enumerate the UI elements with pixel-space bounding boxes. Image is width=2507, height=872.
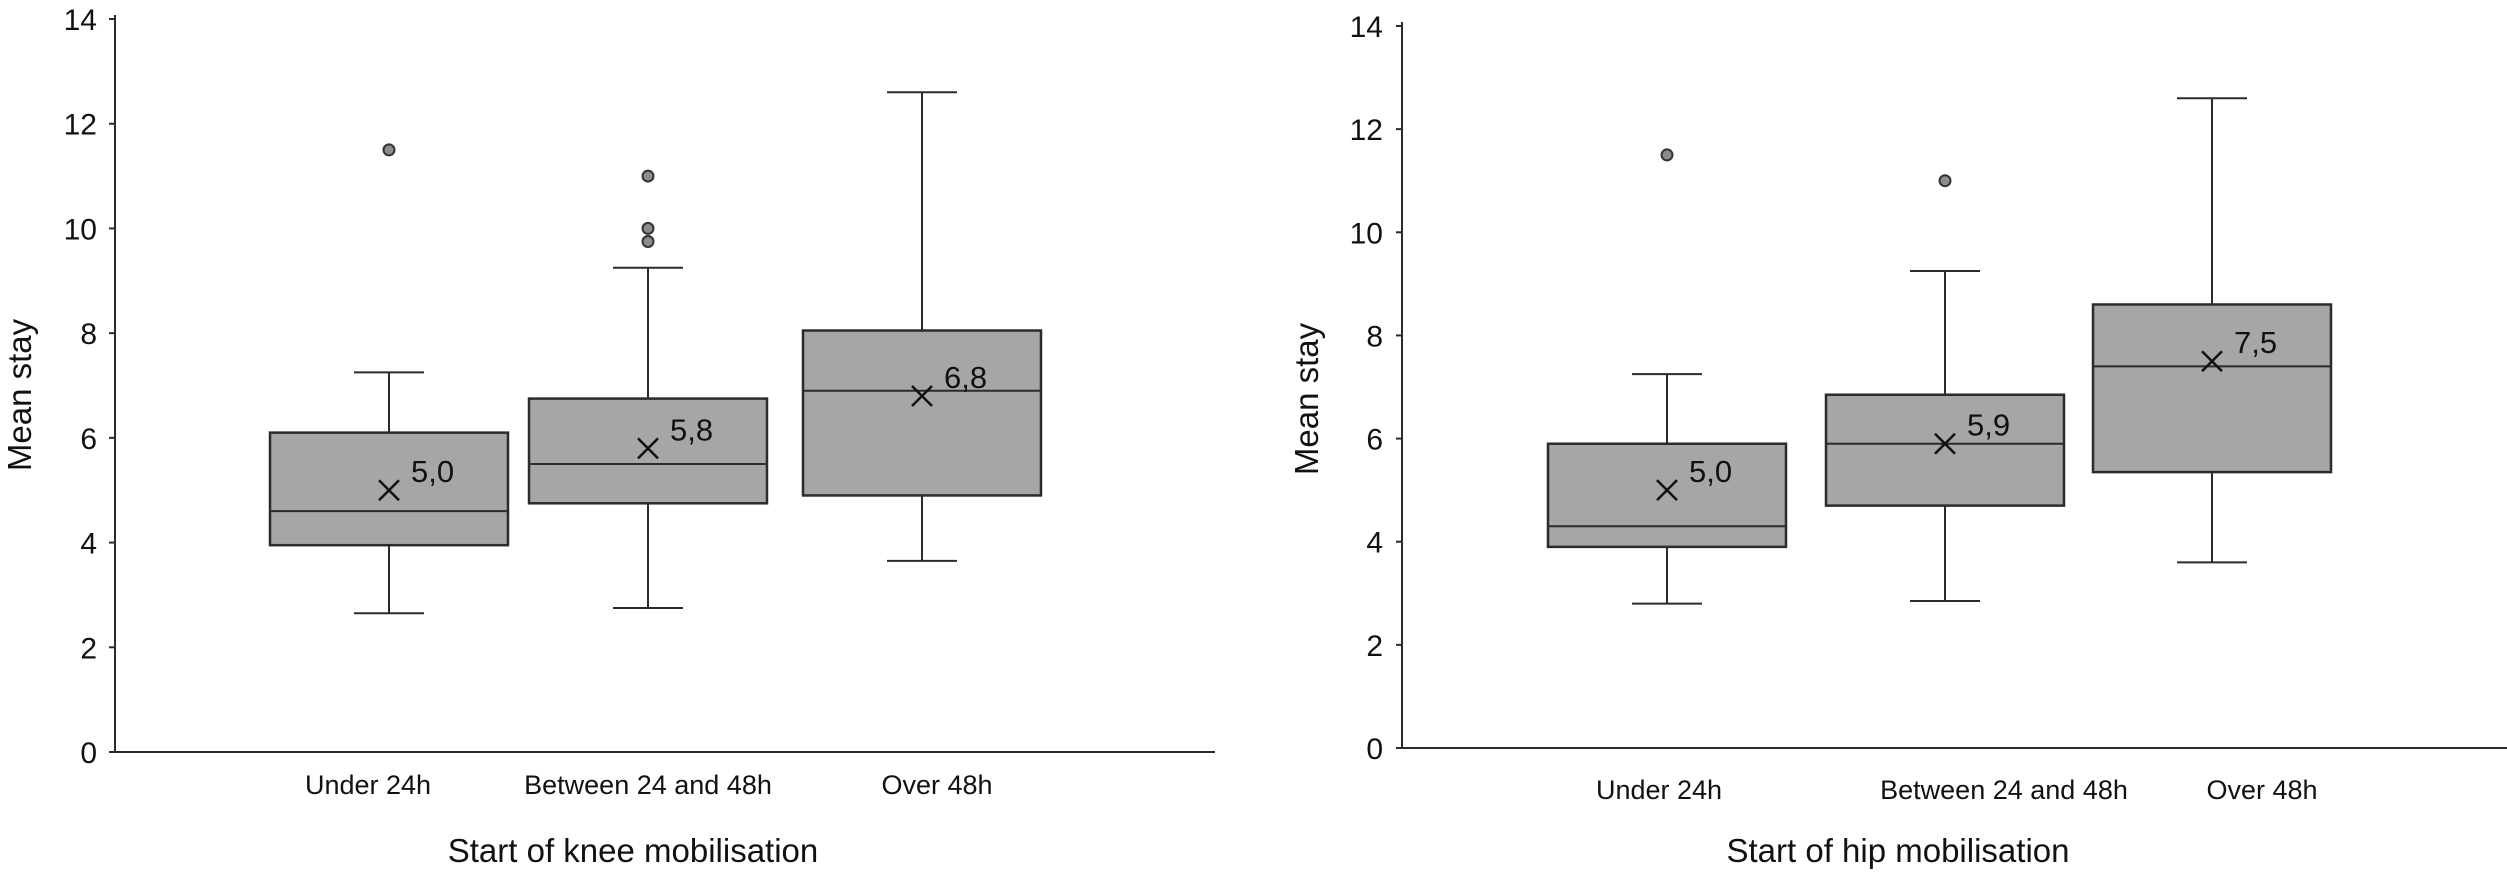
category-label: Over 48h: [2206, 775, 2317, 805]
y-tick-label: 4: [1366, 527, 1383, 560]
category-label: Between 24 and 48h: [1880, 775, 2128, 805]
x-axis-title: Start of knee mobilisation: [448, 832, 819, 869]
x-axis-title: Start of hip mobilisation: [1726, 832, 2069, 869]
mean-marker: [378, 479, 400, 502]
outlier-point: [641, 235, 655, 249]
box-group: 5,0: [268, 143, 510, 615]
y-tick-label: 12: [64, 109, 97, 142]
mean-marker: [1656, 479, 1678, 502]
iqr-box: [1546, 442, 1788, 549]
y-tick-label: 6: [80, 423, 97, 456]
outlier-point: [1660, 148, 1674, 162]
y-tick-label: 8: [80, 318, 97, 351]
chart-panel-2: 0 2 4 6 8 10 12 14 Start of hip mobilisation Mean…: [1288, 11, 2507, 869]
box-group: 7,5: [2091, 97, 2333, 564]
mean-label: 5,0: [1689, 454, 1732, 489]
y-tick-label: 12: [1350, 114, 1383, 147]
category-label: Between 24 and 48h: [524, 770, 772, 800]
y-tick-label: 10: [64, 213, 97, 246]
box-group: 5,0: [1546, 148, 1788, 605]
y-tick-label: 0: [1366, 733, 1383, 766]
outlier-point: [382, 143, 396, 157]
mean-marker: [637, 437, 659, 460]
y-axis-title: Mean stay: [1288, 322, 1325, 475]
category-label: Under 24h: [1596, 775, 1722, 805]
iqr-box: [801, 329, 1043, 497]
box-group: 5,9: [1824, 174, 2066, 603]
box-group: 6,8: [801, 91, 1043, 562]
iqr-box: [527, 397, 769, 505]
y-tick-label: 2: [1366, 630, 1383, 663]
mean-label: 5,9: [1967, 408, 2010, 443]
outlier-point: [1938, 174, 1952, 188]
y-tick-label: 8: [1366, 320, 1383, 353]
mean-label: 7,5: [2234, 325, 2277, 360]
iqr-box: [1824, 393, 2066, 507]
box-group: 5,8: [527, 169, 769, 610]
category-label: Under 24h: [305, 770, 431, 800]
mean-label: 5,0: [411, 454, 454, 489]
chart-panel-1: 0 2 4 6 8 10 12 14 Start of knee mobilisation Mea…: [1, 4, 1215, 869]
mean-label: 5,8: [670, 412, 713, 447]
y-tick-label: 10: [1350, 217, 1383, 250]
y-tick-label: 14: [64, 4, 97, 37]
y-tick-label: 0: [80, 737, 97, 770]
y-axis-title: Mean stay: [1, 318, 38, 471]
mean-label: 6,8: [944, 360, 987, 395]
mean-marker: [1934, 432, 1956, 455]
y-tick-label: 4: [80, 528, 97, 561]
outlier-point: [641, 169, 655, 183]
y-tick-label: 6: [1366, 424, 1383, 457]
outlier-point: [641, 221, 655, 235]
mean-marker: [911, 385, 933, 407]
iqr-box: [2091, 303, 2333, 474]
mean-marker: [2201, 350, 2223, 373]
y-tick-label: 14: [1350, 11, 1383, 44]
category-label: Over 48h: [881, 770, 992, 800]
y-tick-label: 2: [80, 632, 97, 665]
